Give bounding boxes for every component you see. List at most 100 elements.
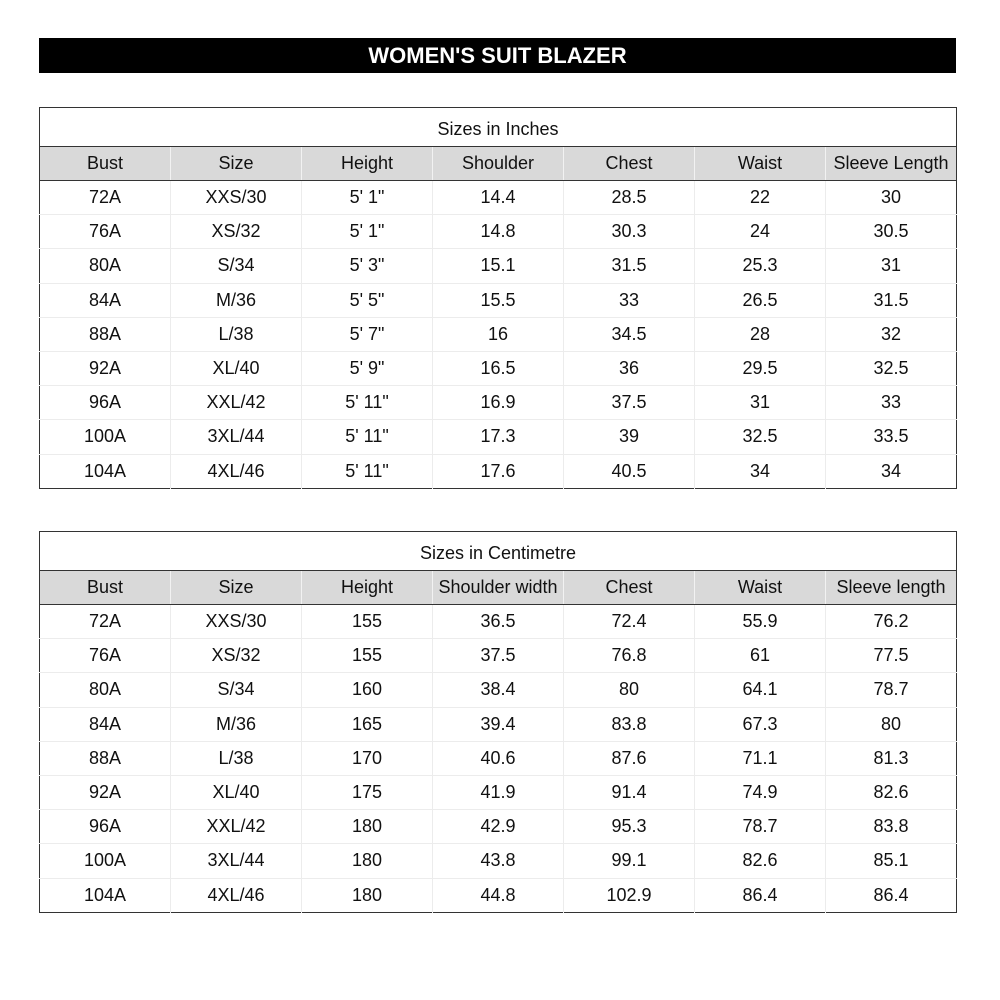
column-header: Sleeve length bbox=[825, 570, 957, 605]
table-cell: 170 bbox=[301, 740, 433, 776]
table-cell: 92A bbox=[39, 774, 171, 810]
table-cell: 38.4 bbox=[432, 672, 564, 708]
column-header: Bust bbox=[39, 570, 171, 605]
table-cell: 36.5 bbox=[432, 604, 564, 639]
table-cell: 32.5 bbox=[825, 350, 957, 386]
table-cell: 14.8 bbox=[432, 214, 564, 249]
table-cell: 5' 1" bbox=[301, 214, 433, 249]
table-cell: 30.3 bbox=[563, 214, 695, 249]
table-caption: Sizes in Centimetre bbox=[39, 531, 957, 571]
table-cell: 42.9 bbox=[432, 809, 564, 844]
table-cell: 80 bbox=[825, 706, 957, 742]
column-header: Size bbox=[170, 570, 302, 605]
table-cell: 28 bbox=[694, 316, 826, 352]
table-cell: 5' 1" bbox=[301, 180, 433, 215]
table-cell: 88A bbox=[39, 740, 171, 776]
table-cell: 30 bbox=[825, 180, 957, 215]
table-cell: 87.6 bbox=[563, 740, 695, 776]
table-cell: 180 bbox=[301, 843, 433, 878]
table-cell: XXL/42 bbox=[170, 385, 302, 420]
table-cell: 104A bbox=[39, 877, 171, 913]
table-cell: 5' 7" bbox=[301, 316, 433, 352]
table-cell: 36 bbox=[563, 350, 695, 386]
table-cell: XS/32 bbox=[170, 638, 302, 673]
table-row: 76A XS/32 5' 1" 14.8 30.3 24 30.5 bbox=[39, 214, 957, 249]
table-cell: 3XL/44 bbox=[170, 419, 302, 454]
table-cell: 55.9 bbox=[694, 604, 826, 639]
table-cell: 82.6 bbox=[825, 774, 957, 810]
table-cell: 72.4 bbox=[563, 604, 695, 639]
table-cell: 80A bbox=[39, 248, 171, 284]
table-cell: 5' 11" bbox=[301, 453, 433, 489]
table-cell: 26.5 bbox=[694, 282, 826, 318]
table-cell: 34 bbox=[694, 453, 826, 489]
table-cell: 25.3 bbox=[694, 248, 826, 284]
table-cell: 83.8 bbox=[563, 706, 695, 742]
table-cell: 41.9 bbox=[432, 774, 564, 810]
column-header: Chest bbox=[563, 570, 695, 605]
table-cell: 22 bbox=[694, 180, 826, 215]
table-cell: L/38 bbox=[170, 740, 302, 776]
table-cell: 34.5 bbox=[563, 316, 695, 352]
table-cell: 100A bbox=[39, 843, 171, 878]
table-row: 72A XXS/30 155 36.5 72.4 55.9 76.2 bbox=[40, 604, 957, 639]
table-cell: 17.6 bbox=[432, 453, 564, 489]
table-cell: 155 bbox=[301, 638, 433, 673]
table-cell: 76.2 bbox=[825, 604, 957, 639]
table-cell: 16.9 bbox=[432, 385, 564, 420]
table-cell: 81.3 bbox=[825, 740, 957, 776]
table-cell: 33 bbox=[563, 282, 695, 318]
table-cell: 37.5 bbox=[563, 385, 695, 420]
column-header: Sleeve Length bbox=[825, 146, 957, 181]
table-cell: XS/32 bbox=[170, 214, 302, 249]
table-cell: 32 bbox=[825, 316, 957, 352]
table-cell: 17.3 bbox=[432, 419, 564, 454]
table-cell: 24 bbox=[694, 214, 826, 249]
table-cell: 83.8 bbox=[825, 809, 957, 844]
table-caption: Sizes in Inches bbox=[39, 107, 957, 147]
table-cell: 175 bbox=[301, 774, 433, 810]
table-cell: 5' 9" bbox=[301, 350, 433, 386]
size-table-inches: Sizes in Inches Bust Size Height Shoulder Che… bbox=[39, 107, 957, 489]
table-cell: 44.8 bbox=[432, 877, 564, 913]
table-row: 80A S/34 160 38.4 80 64.1 78.7 bbox=[39, 672, 957, 708]
table-cell: 76.8 bbox=[563, 638, 695, 673]
table-cell: 74.9 bbox=[694, 774, 826, 810]
table-cell: 39.4 bbox=[432, 706, 564, 742]
table-cell: 160 bbox=[301, 672, 433, 708]
table-cell: 5' 11" bbox=[301, 385, 433, 420]
table-row: 84A M/36 165 39.4 83.8 67.3 80 bbox=[39, 706, 957, 742]
table-cell: 165 bbox=[301, 706, 433, 742]
table-cell: 39 bbox=[563, 419, 695, 454]
table-cell: 85.1 bbox=[825, 843, 957, 878]
table-cell: 33 bbox=[825, 385, 957, 420]
table-row: 96A XXL/42 180 42.9 95.3 78.7 83.8 bbox=[39, 809, 957, 844]
table-cell: XXL/42 bbox=[170, 809, 302, 844]
column-header: Size bbox=[170, 146, 302, 181]
column-header: Height bbox=[301, 146, 433, 181]
table-cell: 28.5 bbox=[563, 180, 695, 215]
table-row: 80A S/34 5' 3" 15.1 31.5 25.3 31 bbox=[39, 248, 957, 284]
table-cell: 100A bbox=[39, 419, 171, 454]
table-row: 104A 4XL/46 5' 11" 17.6 40.5 34 34 bbox=[39, 453, 957, 489]
table-cell: M/36 bbox=[170, 282, 302, 318]
table-cell: 92A bbox=[39, 350, 171, 386]
table-cell: 31.5 bbox=[825, 282, 957, 318]
table-cell: 99.1 bbox=[563, 843, 695, 878]
table-cell: 86.4 bbox=[825, 877, 957, 913]
table-row: 104A 4XL/46 180 44.8 102.9 86.4 86.4 bbox=[39, 877, 957, 913]
table-row: 88A L/38 170 40.6 87.6 71.1 81.3 bbox=[39, 740, 957, 776]
table-cell: 96A bbox=[39, 385, 171, 420]
table-cell: 4XL/46 bbox=[170, 453, 302, 489]
table-cell: 32.5 bbox=[694, 419, 826, 454]
table-cell: 71.1 bbox=[694, 740, 826, 776]
table-cell: 31 bbox=[825, 248, 957, 284]
table-cell: 5' 11" bbox=[301, 419, 433, 454]
table-cell: 67.3 bbox=[694, 706, 826, 742]
table-cell: 29.5 bbox=[694, 350, 826, 386]
table-cell: 5' 3" bbox=[301, 248, 433, 284]
table-row: 76A XS/32 155 37.5 76.8 61 77.5 bbox=[39, 638, 957, 673]
table-cell: XXS/30 bbox=[170, 180, 302, 215]
table-row: 92A XL/40 5' 9" 16.5 36 29.5 32.5 bbox=[39, 350, 957, 386]
table-cell: 61 bbox=[694, 638, 826, 673]
